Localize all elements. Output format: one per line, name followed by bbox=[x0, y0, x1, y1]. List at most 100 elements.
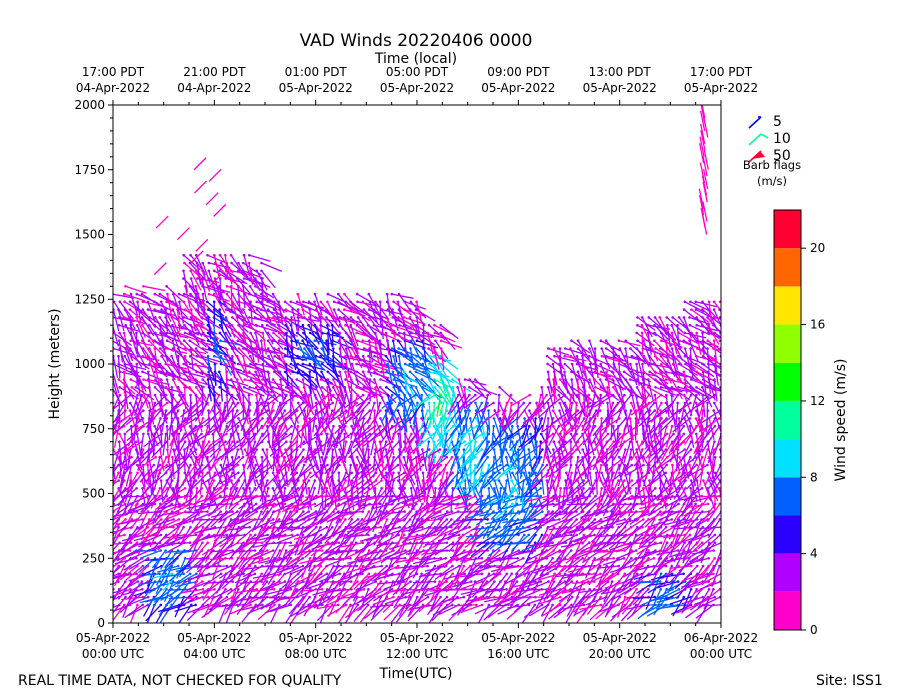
wind-barb-station bbox=[146, 557, 150, 560]
wind-barb-station bbox=[231, 440, 234, 444]
wind-barb-station bbox=[230, 479, 233, 482]
wind-barb-station bbox=[349, 300, 352, 304]
wind-barb-station bbox=[301, 401, 305, 405]
wind-barb bbox=[219, 309, 224, 332]
wind-barb bbox=[148, 340, 165, 357]
wind-barb bbox=[302, 363, 325, 371]
wind-barb-station bbox=[260, 261, 263, 265]
wind-barb-station bbox=[206, 455, 209, 459]
wind-barb-station bbox=[225, 510, 228, 513]
wind-barb bbox=[220, 317, 232, 338]
wind-barb-station bbox=[385, 510, 389, 513]
wind-barb bbox=[124, 316, 146, 325]
wind-barb bbox=[220, 456, 240, 472]
wind-barb bbox=[260, 480, 264, 503]
wind-barb-station bbox=[325, 487, 328, 490]
wind-barb bbox=[273, 301, 280, 324]
wind-barb-station bbox=[432, 588, 435, 591]
wind-barb bbox=[437, 472, 454, 490]
wind-barb bbox=[421, 573, 436, 592]
wind-barb-station bbox=[416, 557, 419, 560]
wind-barb-station bbox=[392, 354, 395, 358]
wind-barb bbox=[246, 549, 268, 560]
wind-barb bbox=[243, 418, 258, 437]
wind-barb-station bbox=[171, 331, 175, 335]
wind-barb bbox=[428, 379, 439, 400]
wind-barb bbox=[367, 410, 381, 430]
wind-barb bbox=[117, 581, 132, 600]
wind-barb bbox=[147, 464, 150, 488]
wind-barb bbox=[231, 542, 252, 556]
wind-barb bbox=[400, 410, 412, 431]
wind-barb bbox=[356, 309, 377, 320]
wind-barb-station bbox=[160, 518, 163, 521]
wind-barb bbox=[357, 511, 370, 532]
wind-barb bbox=[429, 596, 448, 613]
wind-barb bbox=[193, 418, 204, 439]
wind-barb-station bbox=[415, 354, 418, 358]
wind-barb-station bbox=[248, 417, 251, 420]
wind-barb-station bbox=[283, 347, 287, 350]
wind-barb-station bbox=[189, 253, 192, 257]
wind-barb-station bbox=[135, 331, 138, 335]
wind-barb-station bbox=[427, 323, 431, 327]
wind-barb-station bbox=[410, 386, 413, 389]
wind-barb bbox=[219, 402, 222, 425]
wind-barb-station bbox=[164, 308, 167, 311]
wind-barb bbox=[267, 418, 278, 439]
wind-barb bbox=[203, 596, 215, 618]
wind-barb-station bbox=[128, 316, 132, 319]
wind-barb bbox=[288, 464, 299, 486]
wind-barb-station bbox=[212, 409, 215, 412]
wind-barb bbox=[275, 425, 293, 443]
wind-barb bbox=[427, 332, 434, 355]
wind-barb bbox=[147, 301, 156, 323]
wind-barb bbox=[137, 340, 149, 361]
wind-barb bbox=[373, 549, 394, 561]
wind-barb-station bbox=[397, 347, 400, 350]
wind-barb-station bbox=[313, 339, 317, 343]
wind-barb bbox=[410, 324, 424, 345]
wind-barb-station bbox=[326, 386, 329, 389]
wind-barb bbox=[425, 488, 430, 511]
wind-barb-station bbox=[122, 316, 126, 319]
wind-barb bbox=[248, 441, 256, 463]
wind-barb bbox=[326, 511, 347, 523]
wind-barb-station bbox=[231, 316, 234, 319]
wind-barb-station bbox=[428, 448, 431, 451]
wind-barb-station bbox=[462, 487, 466, 490]
wind-barb-station bbox=[361, 510, 365, 513]
wind-barb-station bbox=[338, 518, 342, 521]
wind-barb bbox=[268, 588, 282, 609]
wind-barb bbox=[366, 402, 376, 425]
wind-barb-station bbox=[468, 393, 471, 397]
wind-barb-station bbox=[194, 292, 198, 296]
wind-barb-station bbox=[289, 393, 293, 397]
wind-barb-station bbox=[463, 549, 466, 552]
wind-barb bbox=[125, 417, 144, 433]
wind-barb-station bbox=[368, 409, 372, 412]
wind-barb-station bbox=[189, 393, 192, 397]
wind-barb bbox=[202, 294, 206, 317]
wind-barb bbox=[309, 371, 312, 394]
wind-barb-station bbox=[296, 564, 299, 568]
wind-barb bbox=[252, 456, 268, 475]
wind-barb-station bbox=[403, 331, 406, 335]
wind-barb bbox=[386, 418, 392, 441]
wind-barb bbox=[277, 550, 293, 569]
wind-barb bbox=[143, 433, 162, 448]
wind-barb-station bbox=[182, 525, 185, 529]
wind-barb bbox=[392, 316, 413, 329]
wind-barb bbox=[302, 309, 322, 323]
wind-barb-station bbox=[201, 386, 204, 389]
wind-barb-station bbox=[289, 557, 293, 560]
wind-barb-station bbox=[130, 370, 133, 374]
wind-barb bbox=[124, 293, 146, 302]
wind-barb-station bbox=[178, 502, 181, 506]
wind-barb-station bbox=[320, 308, 324, 311]
wind-barb bbox=[151, 472, 161, 494]
wind-barb-station bbox=[231, 401, 235, 405]
wind-barb-station bbox=[200, 494, 204, 498]
wind-barb-station bbox=[308, 362, 312, 366]
wind-barb-station bbox=[379, 409, 382, 412]
